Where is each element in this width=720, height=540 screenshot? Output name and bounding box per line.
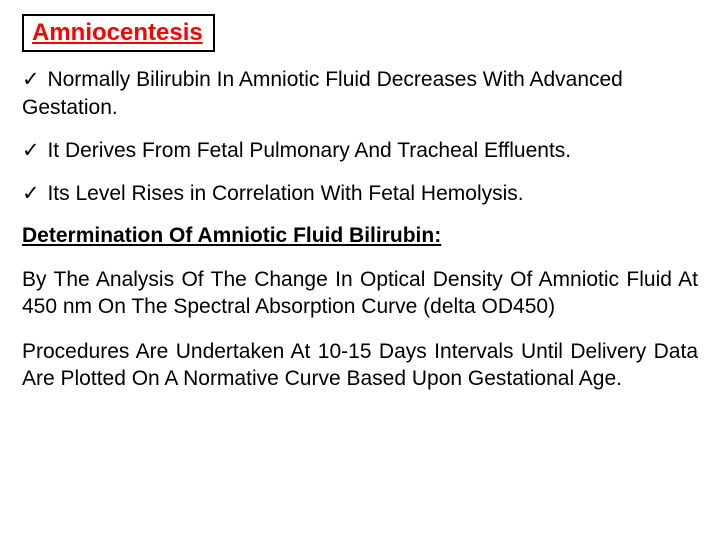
bullet-item: ✓ Its Level Rises in Correlation With Fe… [22, 180, 698, 207]
slide-title: Amniocentesis [32, 19, 203, 46]
bullet-text: It Derives From Fetal Pulmonary And Trac… [47, 139, 571, 162]
subheading: Determination Of Amniotic Fluid Bilirubi… [22, 224, 698, 248]
bullet-line: ✓ It Derives From Fetal Pulmonary And Tr… [22, 137, 698, 164]
check-icon: ✓ [22, 68, 40, 91]
check-icon: ✓ [22, 139, 40, 162]
bullet-item: ✓ It Derives From Fetal Pulmonary And Tr… [22, 137, 698, 164]
bullet-text: Normally Bilirubin In Amniotic Fluid Dec… [22, 68, 623, 118]
bullet-line: ✓ Its Level Rises in Correlation With Fe… [22, 180, 698, 207]
slide-container: Amniocentesis ✓ Normally Bilirubin In Am… [0, 0, 720, 540]
bullet-line: ✓ Normally Bilirubin In Amniotic Fluid D… [22, 66, 698, 121]
bullet-item: ✓ Normally Bilirubin In Amniotic Fluid D… [22, 66, 698, 121]
body-paragraph: Procedures Are Undertaken At 10-15 Days … [22, 338, 698, 393]
bullet-text: Its Level Rises in Correlation With Feta… [47, 182, 523, 205]
body-paragraph: By The Analysis Of The Change In Optical… [22, 266, 698, 321]
title-box: Amniocentesis [22, 14, 215, 52]
check-icon: ✓ [22, 182, 40, 205]
